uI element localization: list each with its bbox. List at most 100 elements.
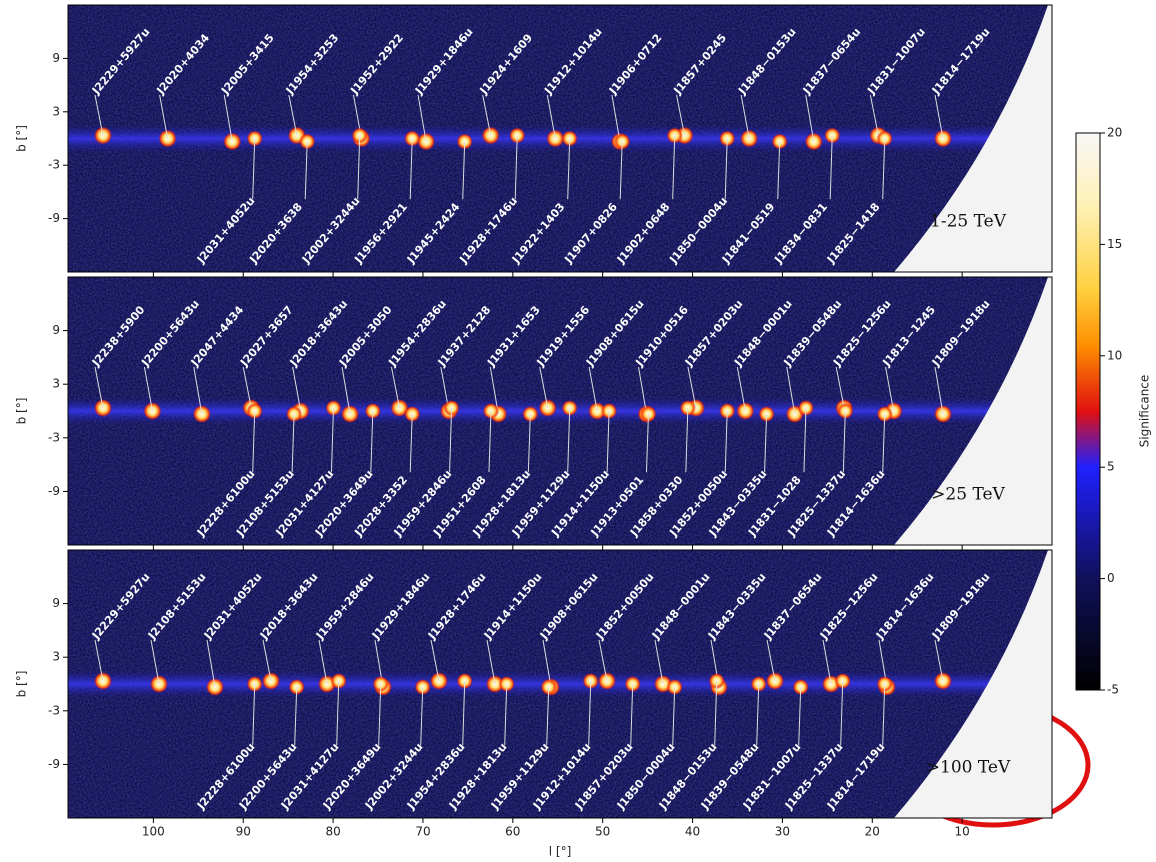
y-tick-label: -3 bbox=[48, 158, 60, 172]
source-pointer bbox=[740, 94, 750, 139]
source-pointer bbox=[206, 639, 216, 688]
y-tick-label: -9 bbox=[48, 211, 60, 225]
source-pointer bbox=[294, 686, 298, 746]
energy-label: 1-25 TeV bbox=[930, 212, 1007, 232]
colorbar-tick-label: 5 bbox=[1107, 460, 1115, 474]
y-tick-label: 3 bbox=[52, 650, 60, 664]
energy-label: >100 TeV bbox=[926, 758, 1011, 778]
colorbar-tick-label: 10 bbox=[1107, 348, 1122, 362]
source-pointer bbox=[539, 366, 549, 409]
x-axis-label: l [°] bbox=[549, 845, 572, 859]
source-pointer bbox=[482, 94, 492, 136]
source-pointer bbox=[756, 683, 760, 746]
source-pointer bbox=[885, 366, 895, 412]
source-pointer bbox=[330, 407, 334, 473]
panel: -9 -3 3 9 100 90 80 70 60 50 40 30 20 10 b [°] >100 TeV… bbox=[15, 549, 1053, 859]
source-pointer bbox=[803, 407, 807, 473]
source-pointer bbox=[724, 410, 728, 473]
source-pointer bbox=[829, 135, 833, 200]
source-pointer bbox=[882, 138, 886, 200]
source-pointer bbox=[143, 366, 153, 412]
source-pointer bbox=[736, 366, 746, 412]
source-pointer bbox=[94, 639, 104, 682]
y-axis-label: b [°] bbox=[15, 125, 29, 152]
source-pointer bbox=[159, 94, 169, 139]
y-tick-label: -3 bbox=[48, 430, 60, 444]
source-pointer bbox=[598, 639, 608, 682]
y-axis-label: b [°] bbox=[15, 671, 29, 698]
source-pointer bbox=[835, 366, 845, 409]
x-tick-label: 20 bbox=[865, 825, 880, 839]
source-pointer bbox=[724, 138, 728, 200]
source-pointer bbox=[291, 413, 295, 473]
source-pointer bbox=[486, 639, 496, 685]
source-pointer bbox=[546, 686, 550, 746]
source-pointer bbox=[567, 138, 571, 200]
colorbar-tick-label: 20 bbox=[1107, 126, 1122, 140]
source-pointer bbox=[288, 94, 298, 136]
source-pointer bbox=[822, 639, 832, 685]
source-pointer bbox=[223, 94, 233, 142]
source-pointer bbox=[798, 686, 802, 746]
source-pointer bbox=[619, 141, 623, 200]
source-pointer bbox=[193, 366, 203, 415]
x-tick-label: 40 bbox=[685, 825, 700, 839]
source-pointer bbox=[370, 410, 374, 473]
x-tick-label: 30 bbox=[775, 825, 790, 839]
source-pointer bbox=[611, 94, 621, 142]
source-pointer bbox=[882, 413, 886, 473]
energy-label: >25 TeV bbox=[931, 485, 1005, 505]
source-pointer bbox=[654, 639, 664, 685]
source-pointer bbox=[588, 366, 598, 412]
colorbar-tick-label: 0 bbox=[1107, 571, 1115, 585]
source-pointer bbox=[504, 683, 508, 746]
colorbar-tick-label: -5 bbox=[1107, 683, 1119, 697]
source-pointer bbox=[94, 366, 104, 409]
source-pointer bbox=[462, 141, 466, 200]
source-pointer bbox=[527, 413, 531, 473]
colorbar bbox=[1075, 132, 1101, 691]
source-pointer bbox=[882, 683, 886, 746]
source-pointer bbox=[341, 366, 351, 415]
source-pointer bbox=[417, 94, 427, 142]
source-pointer bbox=[357, 135, 361, 200]
x-tick-label: 70 bbox=[415, 825, 430, 839]
colorbar-label: Significance bbox=[1138, 375, 1152, 448]
source-pointer bbox=[150, 639, 160, 685]
x-tick-label: 60 bbox=[505, 825, 520, 839]
source-pointer bbox=[638, 366, 648, 415]
y-tick-label: 3 bbox=[52, 377, 60, 391]
y-tick-label: -9 bbox=[48, 484, 60, 498]
source-pointer bbox=[449, 407, 453, 473]
x-tick-label: 80 bbox=[325, 825, 340, 839]
source-pointer bbox=[869, 94, 879, 136]
source-pointer bbox=[488, 410, 492, 473]
source-pointer bbox=[672, 135, 676, 200]
galactic-plane bbox=[68, 397, 1052, 425]
source-pointer bbox=[714, 680, 718, 746]
y-tick-label: -3 bbox=[48, 703, 60, 717]
source-pointer bbox=[462, 680, 466, 746]
x-tick-label: 10 bbox=[954, 825, 969, 839]
panel-frame bbox=[67, 276, 1053, 546]
source-pointer bbox=[514, 135, 518, 200]
source-pointer bbox=[672, 686, 676, 746]
source-pointer bbox=[687, 366, 697, 409]
source-pointer bbox=[262, 639, 272, 682]
y-tick-label: 9 bbox=[52, 596, 60, 610]
source-pointer bbox=[546, 94, 556, 139]
source-pointer bbox=[409, 413, 413, 473]
source-pointer bbox=[292, 366, 302, 412]
source-pointer bbox=[676, 94, 686, 136]
x-tick-label: 50 bbox=[595, 825, 610, 839]
source-pointer bbox=[420, 686, 424, 746]
source-pointer bbox=[934, 94, 944, 139]
source-pointer bbox=[304, 141, 308, 200]
x-tick-label: 100 bbox=[142, 825, 165, 839]
source-pointer bbox=[645, 413, 649, 473]
source-pointer bbox=[630, 683, 634, 746]
source-pointer bbox=[934, 639, 944, 682]
